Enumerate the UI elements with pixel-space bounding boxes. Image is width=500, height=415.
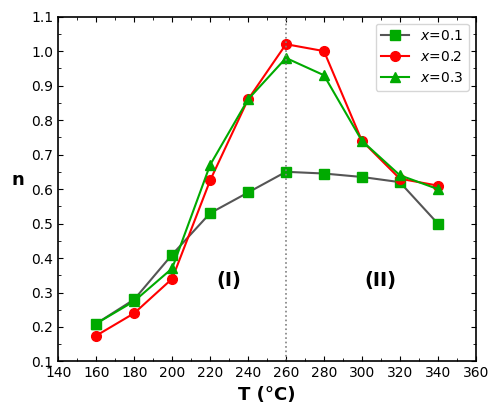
Text: (I): (I)	[216, 271, 242, 290]
Text: (II): (II)	[365, 271, 397, 290]
X-axis label: T (°C): T (°C)	[238, 386, 296, 404]
Legend: $\it{x}$=0.1, $\it{x}$=0.2, $\it{x}$=0.3: $\it{x}$=0.1, $\it{x}$=0.2, $\it{x}$=0.3	[376, 24, 469, 90]
Y-axis label: n: n	[11, 171, 24, 189]
